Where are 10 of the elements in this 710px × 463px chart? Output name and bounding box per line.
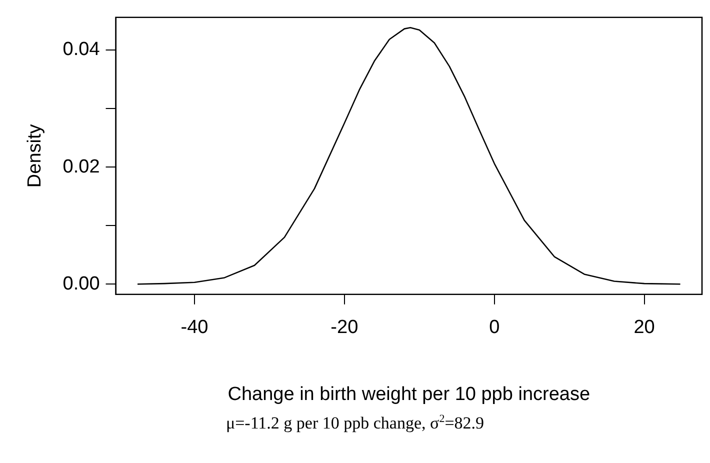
x-tick-label: 20 bbox=[634, 317, 655, 338]
x-axis-title: Change in birth weight per 10 ppb increase bbox=[228, 384, 590, 405]
y-tick-label: 0.00 bbox=[62, 273, 100, 294]
y-tick-label: 0.02 bbox=[62, 156, 100, 178]
x-tick-label: 0 bbox=[489, 317, 500, 338]
y-axis-title: Density bbox=[24, 124, 46, 188]
text: μ=-11.2 g per 10 ppb change, σ$^{2}$=82.9 bbox=[224, 413, 486, 434]
x-tick-label: -20 bbox=[330, 317, 358, 338]
y-tick-label: 0.04 bbox=[62, 39, 100, 60]
x-tick-label: -40 bbox=[180, 317, 208, 338]
